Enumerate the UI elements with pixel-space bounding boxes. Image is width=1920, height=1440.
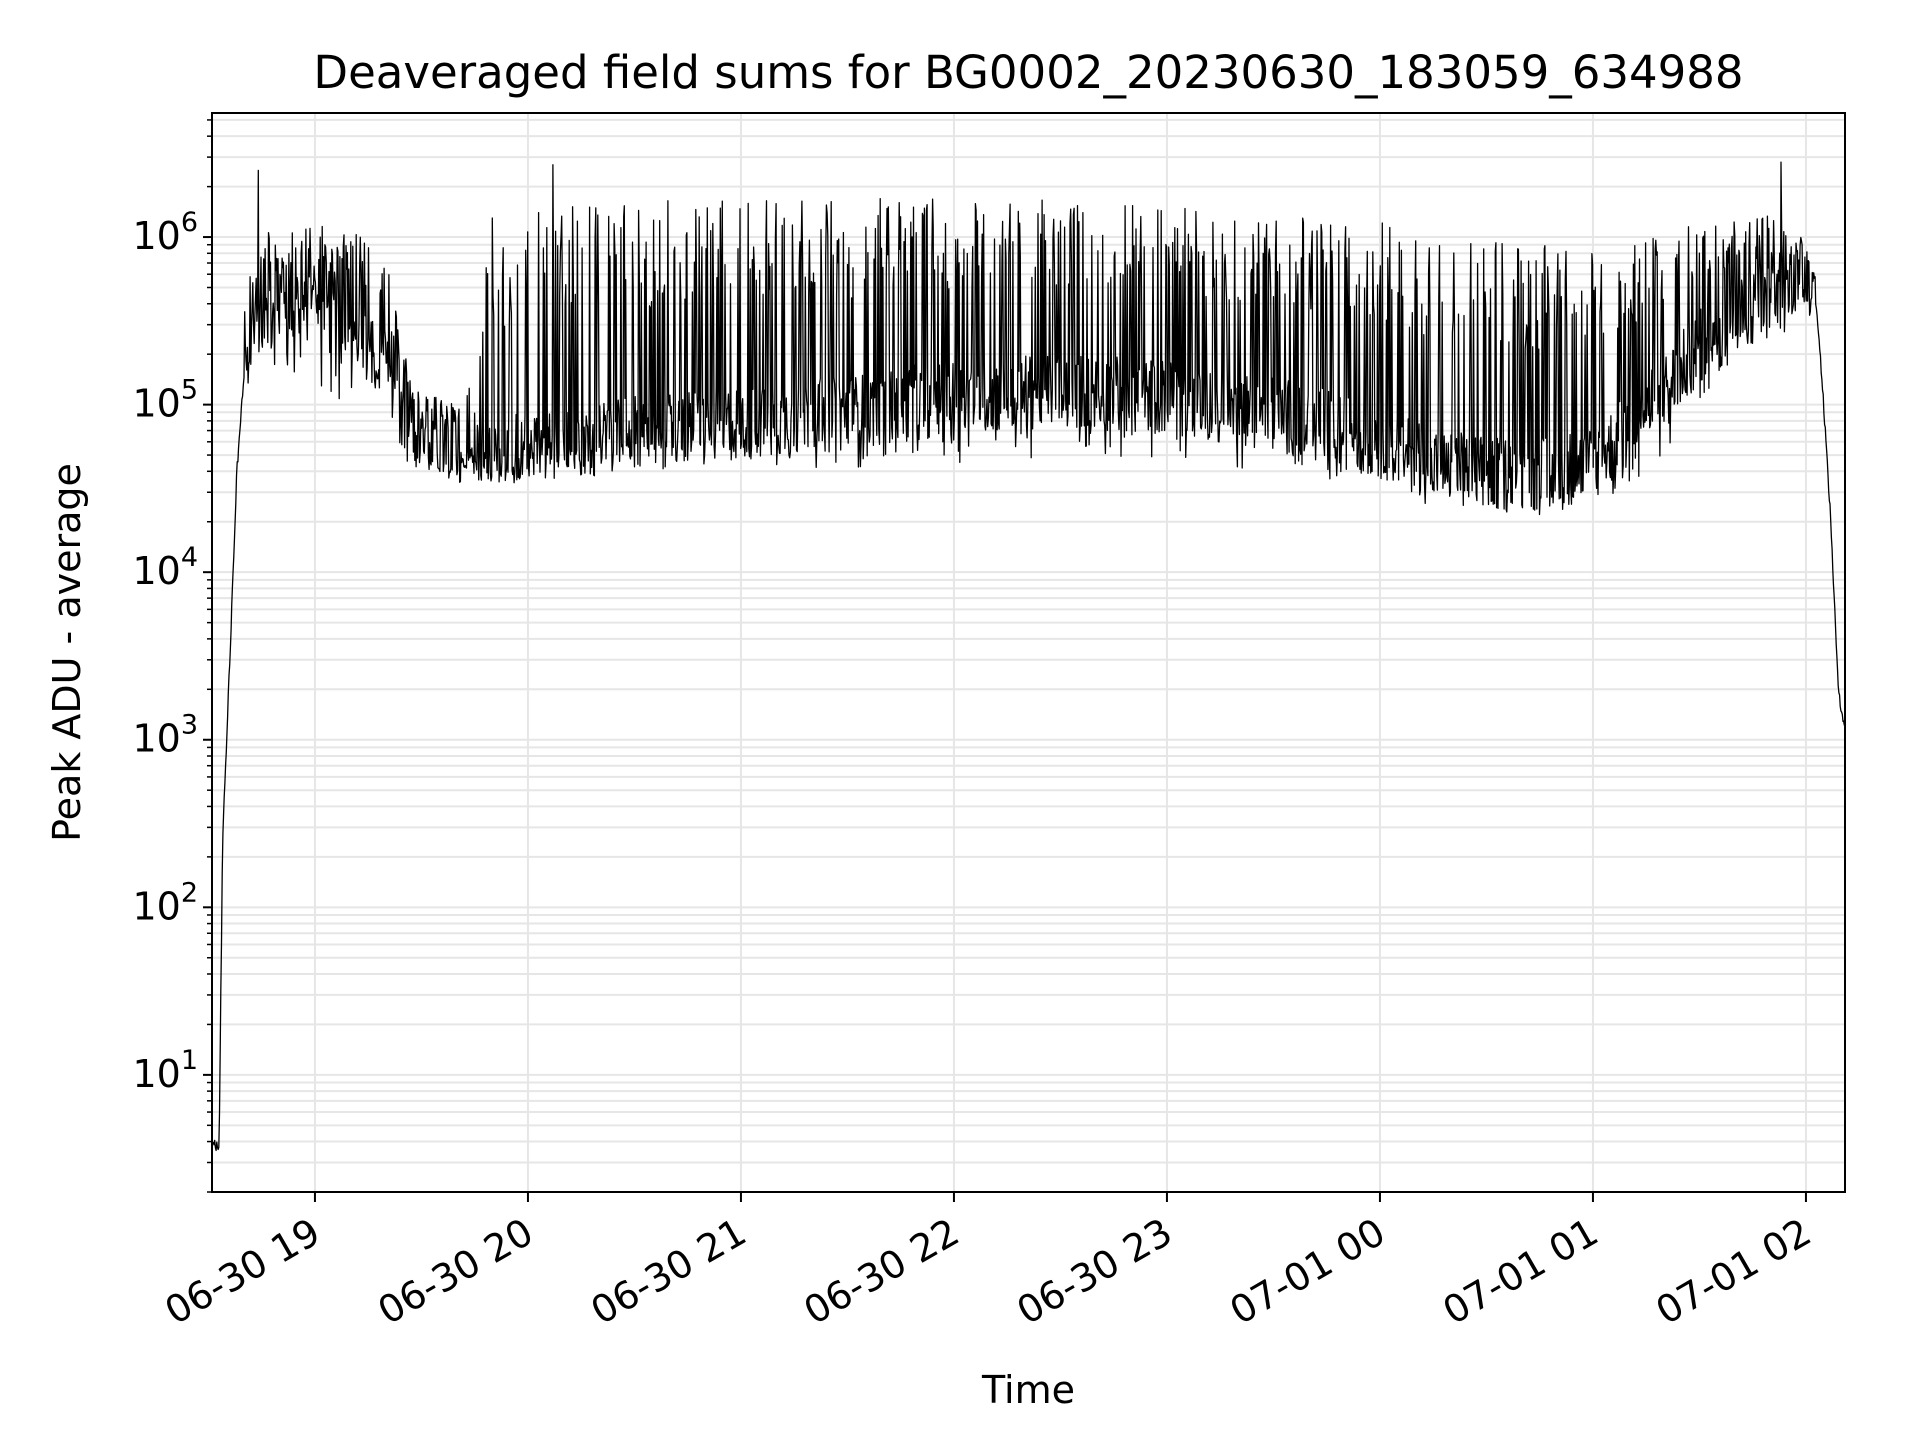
- y-tick-label-base: 10: [132, 214, 180, 258]
- x-axis-label: Time: [981, 1368, 1075, 1412]
- y-tick-label-exponent: 6: [181, 207, 198, 238]
- chart-title: Deaveraged field sums for BG0002_2023063…: [313, 46, 1743, 99]
- y-tick-label-exponent: 3: [181, 710, 198, 741]
- y-tick-label-base: 10: [132, 1052, 180, 1096]
- y-tick-label-exponent: 1: [181, 1045, 198, 1076]
- y-tick-label-exponent: 4: [181, 542, 198, 573]
- y-axis-label: Peak ADU - average: [45, 463, 89, 842]
- y-tick-label: 106: [132, 207, 198, 258]
- y-tick-label-exponent: 2: [181, 877, 198, 908]
- y-tick-label: 101: [132, 1045, 198, 1096]
- plot-frame: [211, 112, 1846, 1193]
- y-tick-label: 102: [132, 877, 198, 928]
- y-tick-label-exponent: 5: [181, 375, 198, 406]
- y-tick-label-base: 10: [132, 549, 180, 593]
- series-layer: [211, 161, 1846, 1152]
- y-tick-label-base: 10: [132, 382, 180, 426]
- y-tick-label-base: 10: [132, 884, 180, 928]
- y-tick-label: 103: [132, 710, 198, 761]
- y-tick-label-base: 10: [132, 717, 180, 761]
- series-line: [211, 161, 1846, 1152]
- y-tick-label: 104: [132, 542, 198, 593]
- y-tick-label: 105: [132, 375, 198, 426]
